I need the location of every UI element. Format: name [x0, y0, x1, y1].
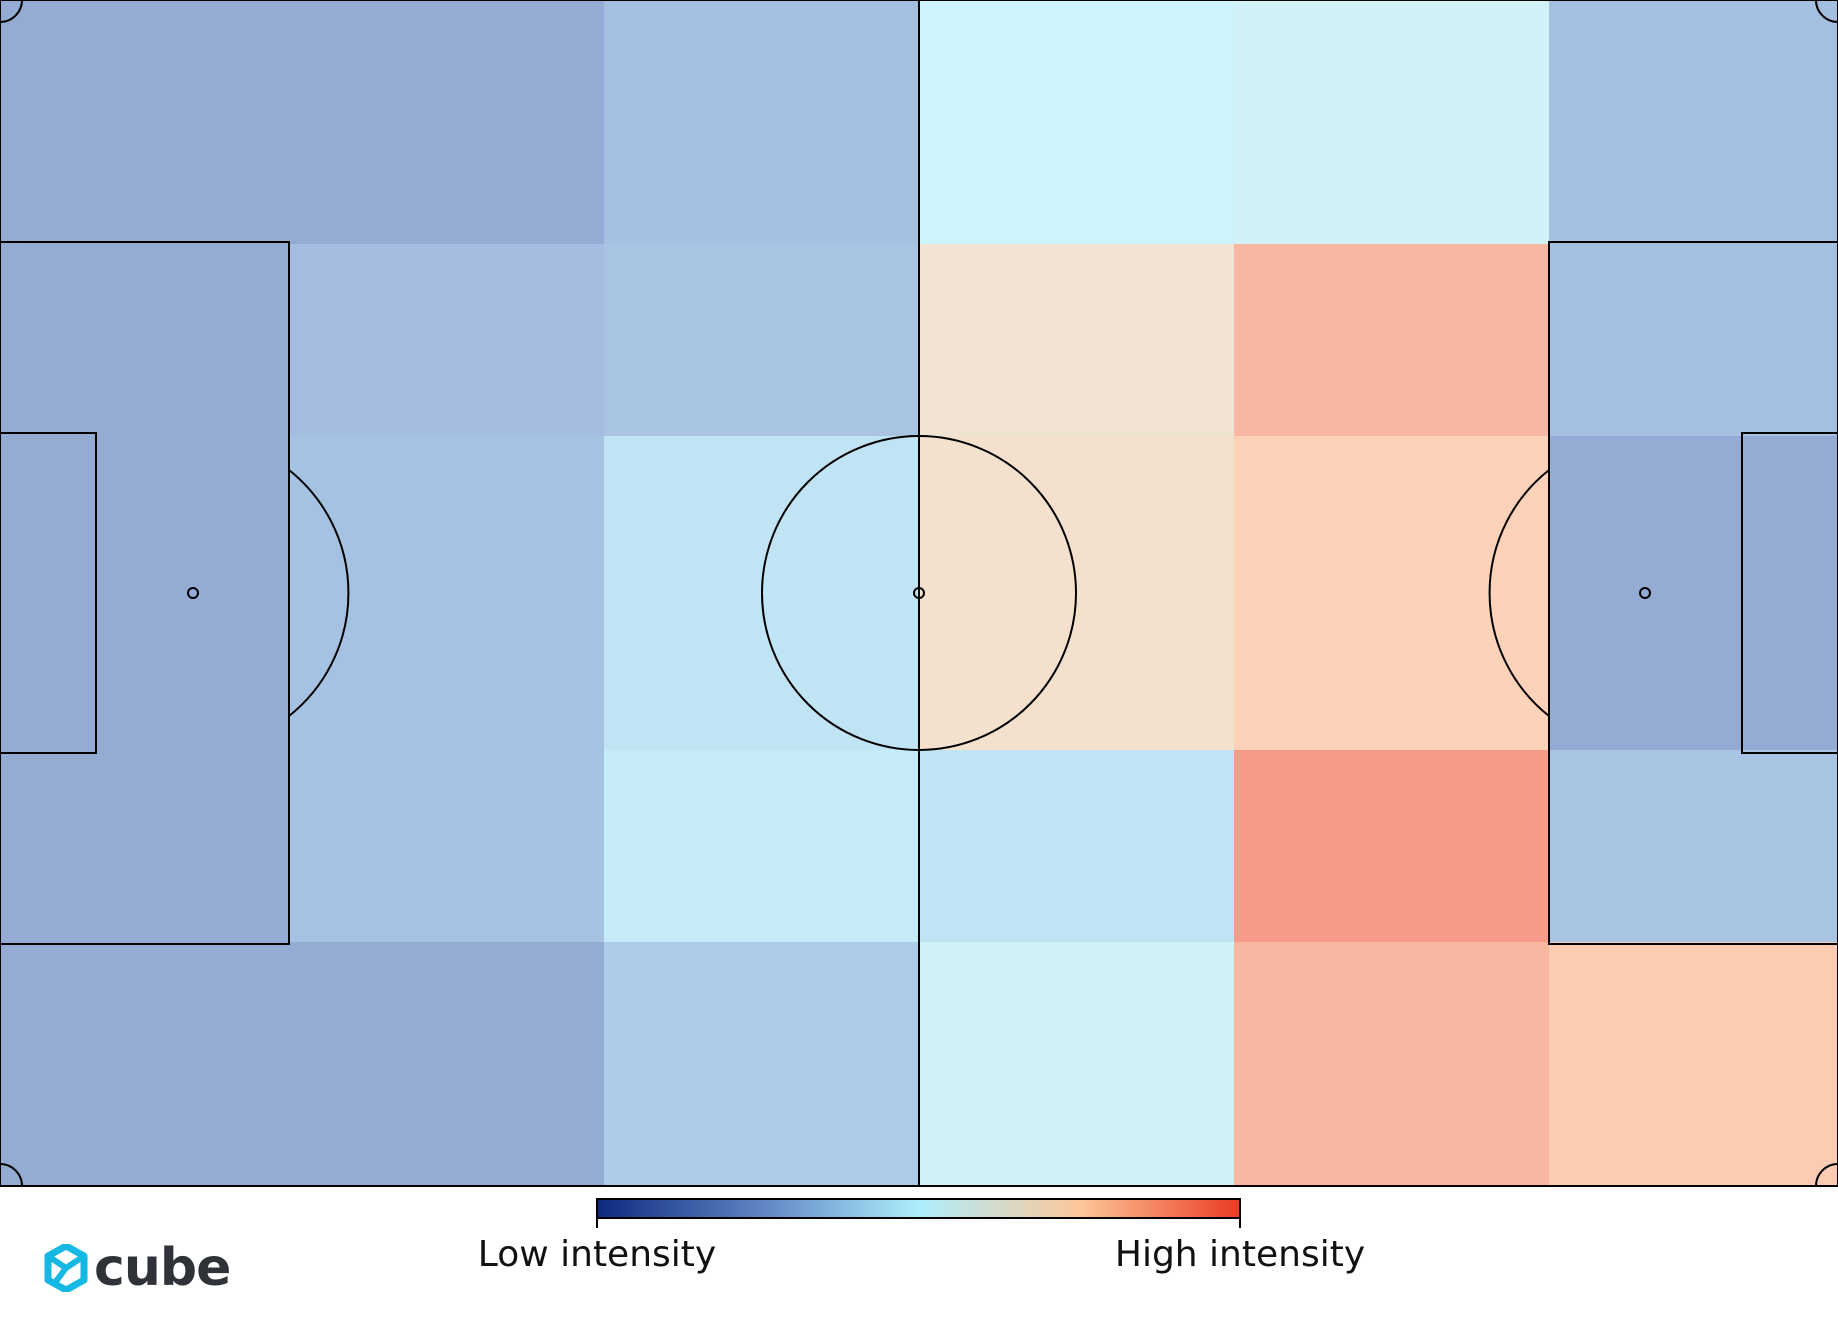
left-penalty-arc — [288, 469, 350, 717]
heatmap-cell — [604, 0, 919, 244]
center-spot — [913, 587, 925, 599]
heatmap-cell — [604, 750, 919, 942]
heatmap-cell — [1234, 750, 1549, 942]
heatmap-cell — [0, 750, 289, 942]
heatmap-cell — [604, 244, 919, 436]
heatmap-cell — [1549, 750, 1838, 942]
heatmap-cell — [0, 942, 289, 1186]
corner-arc-bottom-left — [0, 1163, 23, 1187]
right-six-yard-box — [1741, 432, 1838, 754]
cube-logo-text: cube — [94, 1238, 231, 1298]
cube-logo-icon — [44, 1244, 88, 1292]
heatmap-cell — [1234, 244, 1549, 436]
cube-logo: cube — [44, 1238, 231, 1298]
heatmap-cell — [919, 750, 1234, 942]
right-penalty-box — [1548, 241, 1838, 945]
heatmap-cell — [289, 244, 604, 436]
left-penalty-spot — [187, 587, 199, 599]
colorbar-high-label: High intensity — [1114, 1234, 1366, 1275]
heatmap-cell — [919, 942, 1234, 1186]
heatmap-cell — [1549, 942, 1838, 1186]
heatmap-cell — [0, 0, 289, 244]
heatmap-cell — [0, 436, 289, 750]
center-circle — [761, 435, 1077, 751]
right-penalty-arc — [1488, 469, 1550, 717]
heatmap-cell — [289, 750, 604, 942]
heatmap-cell — [289, 942, 604, 1186]
heatmap-cell — [0, 244, 289, 436]
heatmap-cell — [1234, 436, 1549, 750]
colorbar-low-label: Low intensity — [477, 1234, 717, 1275]
heatmap-cell — [1234, 0, 1549, 244]
heatmap-cell — [604, 942, 919, 1186]
heatmap-cell — [1549, 0, 1838, 244]
corner-arc-top-right — [1815, 0, 1838, 23]
heatmap-cell — [1234, 942, 1549, 1186]
heatmap-cells — [0, 0, 1838, 1186]
heatmap-cell — [919, 244, 1234, 436]
heatmap-cell — [289, 436, 604, 750]
corner-arc-bottom-right — [1815, 1163, 1838, 1187]
left-penalty-box — [0, 241, 290, 945]
corner-arc-top-left — [0, 0, 23, 23]
heatmap-cell — [1549, 244, 1838, 436]
pitch-lines — [0, 0, 1838, 1187]
left-six-yard-box — [0, 432, 97, 754]
colorbar-gradient — [596, 1198, 1241, 1219]
heatmap-cell — [1549, 436, 1838, 750]
heatmap-cell — [289, 0, 604, 244]
right-penalty-spot — [1639, 587, 1651, 599]
colorbar — [596, 1198, 1241, 1228]
heatmap-cell — [919, 0, 1234, 244]
